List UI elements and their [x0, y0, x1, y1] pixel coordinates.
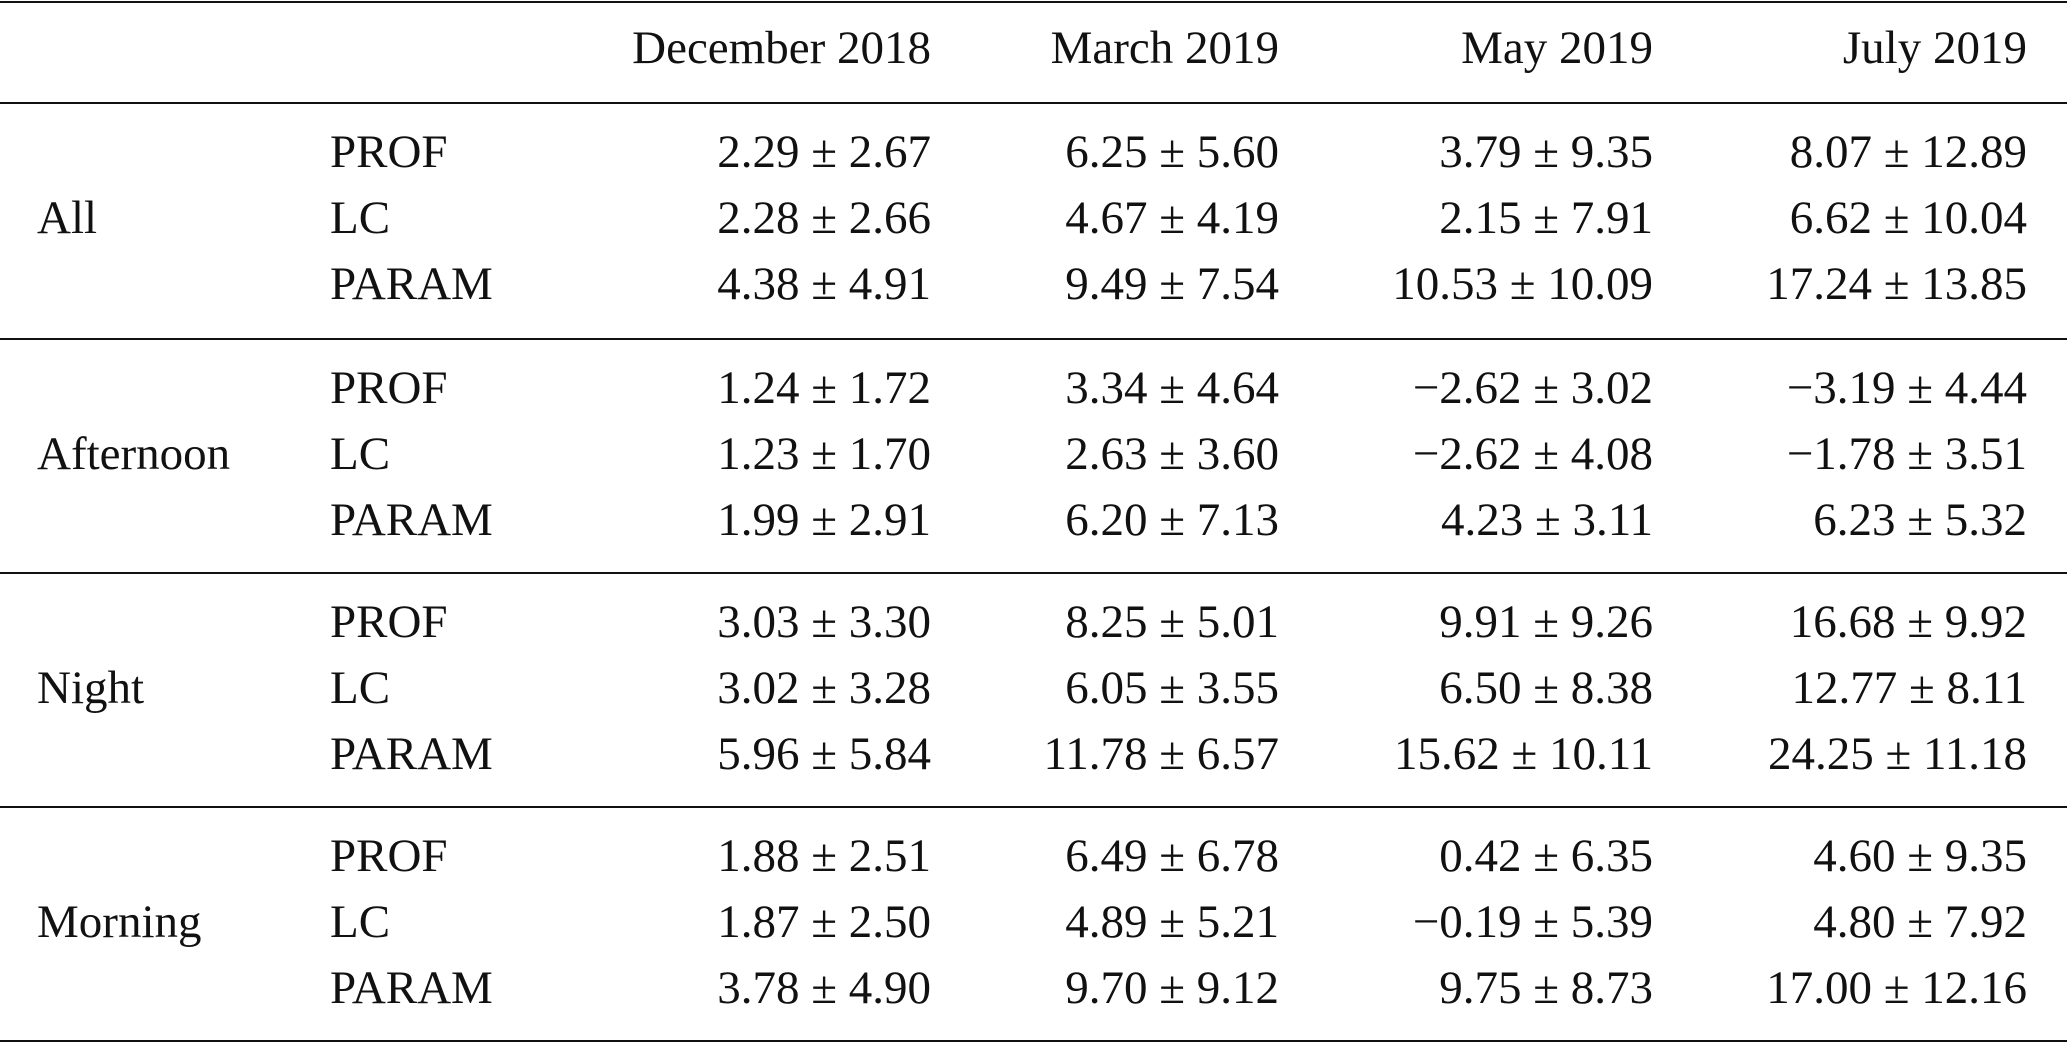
table-cell: 15.62 ± 10.11 [1393, 728, 1653, 780]
method-label: LC [330, 896, 391, 948]
method-label: PROF [330, 362, 448, 414]
horizontal-rule [0, 338, 2067, 340]
table-cell: 1.87 ± 2.50 [717, 896, 931, 948]
table-cell: 16.68 ± 9.92 [1789, 596, 2027, 648]
table-cell: 17.24 ± 13.85 [1766, 258, 2027, 310]
table-cell: 4.89 ± 5.21 [1065, 896, 1279, 948]
table-cell: 3.78 ± 4.90 [717, 962, 931, 1014]
table-cell: 3.79 ± 9.35 [1439, 126, 1653, 178]
table-cell: 4.23 ± 3.11 [1440, 494, 1653, 546]
table-cell: 6.25 ± 5.60 [1065, 126, 1279, 178]
column-header: May 2019 [1461, 22, 1653, 74]
method-label: PROF [330, 830, 448, 882]
horizontal-rule [0, 102, 2067, 104]
group-label: Night [37, 662, 145, 714]
method-label: PARAM [330, 494, 493, 546]
table-cell: −1.78 ± 3.51 [1786, 428, 2027, 480]
table-cell: 2.15 ± 7.91 [1439, 192, 1653, 244]
table-cell: 9.70 ± 9.12 [1065, 962, 1279, 1014]
method-label: LC [330, 662, 391, 714]
table-cell: 2.29 ± 2.67 [717, 126, 931, 178]
horizontal-rule [0, 1, 2067, 3]
table-cell: 2.28 ± 2.66 [717, 192, 931, 244]
table-cell: 4.80 ± 7.92 [1813, 896, 2027, 948]
table-cell: 9.75 ± 8.73 [1439, 962, 1653, 1014]
method-label: PARAM [330, 258, 493, 310]
column-header: March 2019 [1050, 22, 1279, 74]
table-cell: −2.62 ± 3.02 [1412, 362, 1653, 414]
table-cell: 12.77 ± 8.11 [1791, 662, 2027, 714]
table-cell: 1.99 ± 2.91 [717, 494, 931, 546]
table-cell: 1.88 ± 2.51 [717, 830, 931, 882]
group-label: All [37, 192, 98, 244]
table-cell: 10.53 ± 10.09 [1392, 258, 1653, 310]
horizontal-rule [0, 806, 2067, 808]
group-label: Morning [37, 896, 202, 948]
table-cell: 6.62 ± 10.04 [1789, 192, 2027, 244]
table-cell: 1.24 ± 1.72 [717, 362, 931, 414]
column-header: December 2018 [632, 22, 931, 74]
table-cell: 6.23 ± 5.32 [1813, 494, 2027, 546]
table-cell: −2.62 ± 4.08 [1412, 428, 1653, 480]
column-header: July 2019 [1842, 22, 2027, 74]
table-cell: 6.05 ± 3.55 [1065, 662, 1279, 714]
table-cell: 9.91 ± 9.26 [1439, 596, 1653, 648]
table-cell: 17.00 ± 12.16 [1766, 962, 2027, 1014]
group-label: Afternoon [37, 428, 231, 480]
table-cell: 4.67 ± 4.19 [1065, 192, 1279, 244]
method-label: PROF [330, 126, 448, 178]
method-label: PARAM [330, 728, 493, 780]
table-cell: 4.60 ± 9.35 [1813, 830, 2027, 882]
method-label: LC [330, 192, 391, 244]
table-cell: 4.38 ± 4.91 [717, 258, 931, 310]
table-cell: 11.78 ± 6.57 [1043, 728, 1279, 780]
table-cell: 1.23 ± 1.70 [717, 428, 931, 480]
table-cell: −0.19 ± 5.39 [1412, 896, 1653, 948]
table-cell: 0.42 ± 6.35 [1439, 830, 1653, 882]
table-cell: 6.20 ± 7.13 [1065, 494, 1279, 546]
table-cell: 24.25 ± 11.18 [1767, 728, 2027, 780]
table-cell: 6.50 ± 8.38 [1439, 662, 1653, 714]
table-cell: 3.34 ± 4.64 [1065, 362, 1279, 414]
method-label: PARAM [330, 962, 493, 1014]
table-cell: 2.63 ± 3.60 [1065, 428, 1279, 480]
table-cell: 3.02 ± 3.28 [717, 662, 931, 714]
table-cell: 8.25 ± 5.01 [1065, 596, 1279, 648]
table-cell: 5.96 ± 5.84 [717, 728, 931, 780]
table-cell: 3.03 ± 3.30 [717, 596, 931, 648]
horizontal-rule [0, 1040, 2067, 1042]
method-label: PROF [330, 596, 448, 648]
table-cell: 9.49 ± 7.54 [1065, 258, 1279, 310]
table-cell: −3.19 ± 4.44 [1786, 362, 2027, 414]
table-cell: 8.07 ± 12.89 [1789, 126, 2027, 178]
table-cell: 6.49 ± 6.78 [1065, 830, 1279, 882]
method-label: LC [330, 428, 391, 480]
horizontal-rule [0, 572, 2067, 574]
